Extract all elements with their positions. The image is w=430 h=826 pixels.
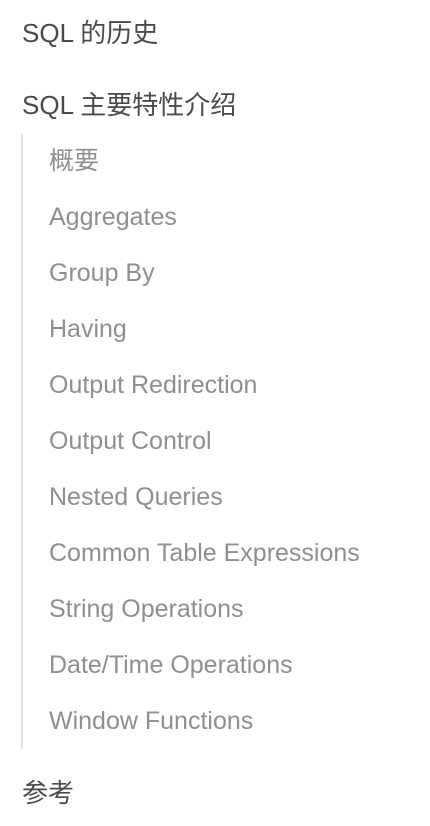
toc-subitem-nested-queries[interactable]: Nested Queries — [49, 483, 223, 511]
toc-item-references[interactable]: 参考 — [22, 778, 75, 808]
toc-item-sql-features[interactable]: SQL 主要特性介绍 — [22, 90, 237, 120]
toc-subitem-aggregates[interactable]: Aggregates — [49, 203, 177, 231]
toc-subitem-having[interactable]: Having — [49, 315, 127, 343]
toc-subitem-string-operations[interactable]: String Operations — [49, 595, 244, 623]
toc-subitem-common-table-expressions[interactable]: Common Table Expressions — [49, 539, 360, 567]
toc-subitem-output-redirection[interactable]: Output Redirection — [49, 371, 258, 399]
toc-subitem-date-time-operations[interactable]: Date/Time Operations — [49, 651, 293, 679]
toc-item-sql-history[interactable]: SQL 的历史 — [22, 18, 159, 48]
toc-subitem-window-functions[interactable]: Window Functions — [49, 707, 254, 735]
toc-subitem-output-control[interactable]: Output Control — [49, 427, 212, 455]
toc-subitem-overview[interactable]: 概要 — [49, 147, 100, 175]
toc-subitem-group-by[interactable]: Group By — [49, 259, 155, 287]
toc-sublist-sql-features: 概要 Aggregates Group By Having Output Red… — [21, 134, 426, 749]
